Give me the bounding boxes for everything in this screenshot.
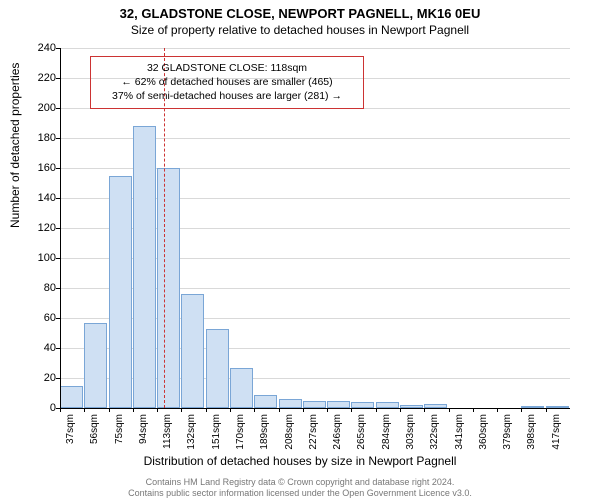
info-line-2: ← 62% of detached houses are smaller (46…	[99, 75, 355, 89]
x-tick-label: 94sqm	[138, 414, 149, 454]
chart-footer: Contains HM Land Registry data © Crown c…	[0, 477, 600, 498]
x-tick-label: 75sqm	[114, 414, 125, 454]
x-axis-line	[60, 408, 570, 409]
y-tick-label: 240	[26, 42, 56, 54]
histogram-bar	[254, 395, 277, 409]
y-tick-label: 80	[26, 282, 56, 294]
x-tick-label: 322sqm	[429, 414, 440, 454]
histogram-bar	[279, 399, 302, 408]
x-tick-label: 303sqm	[405, 414, 416, 454]
histogram-bar	[109, 176, 132, 409]
chart-title: 32, GLADSTONE CLOSE, NEWPORT PAGNELL, MK…	[0, 0, 600, 21]
y-tick-label: 100	[26, 252, 56, 264]
y-tick-label: 160	[26, 162, 56, 174]
histogram-bar	[206, 329, 229, 409]
x-tick-label: 37sqm	[65, 414, 76, 454]
histogram-bar	[327, 401, 350, 409]
x-tick-label: 398sqm	[526, 414, 537, 454]
y-tick-label: 20	[26, 372, 56, 384]
x-tick-label: 360sqm	[478, 414, 489, 454]
footer-line-1: Contains HM Land Registry data © Crown c…	[0, 477, 600, 487]
histogram-bar	[230, 368, 253, 409]
x-tick-label: 56sqm	[89, 414, 100, 454]
y-tick-label: 200	[26, 102, 56, 114]
x-tick-label: 189sqm	[259, 414, 270, 454]
histogram-bar	[303, 401, 326, 409]
y-tick-label: 180	[26, 132, 56, 144]
x-tick-label: 151sqm	[211, 414, 222, 454]
x-axis-label: Distribution of detached houses by size …	[0, 454, 600, 468]
info-line-3: 37% of semi-detached houses are larger (…	[99, 89, 355, 103]
x-tick-label: 227sqm	[308, 414, 319, 454]
x-tick-label: 208sqm	[284, 414, 295, 454]
y-tick-label: 0	[26, 402, 56, 414]
y-axis-label: Number of detached properties	[8, 63, 22, 228]
chart-subtitle: Size of property relative to detached ho…	[0, 21, 600, 37]
footer-line-2: Contains public sector information licen…	[0, 488, 600, 498]
y-tick-label: 120	[26, 222, 56, 234]
x-tick-label: 265sqm	[356, 414, 367, 454]
y-tick-label: 40	[26, 342, 56, 354]
info-line-1: 32 GLADSTONE CLOSE: 118sqm	[99, 61, 355, 75]
y-axis-line	[60, 48, 61, 408]
y-tick-label: 220	[26, 72, 56, 84]
histogram-bar	[181, 294, 204, 408]
histogram-bar	[84, 323, 107, 409]
y-tick-label: 60	[26, 312, 56, 324]
histogram-bar	[157, 168, 180, 408]
y-tick-label: 140	[26, 192, 56, 204]
x-tick-label: 170sqm	[235, 414, 246, 454]
x-tick-label: 113sqm	[162, 414, 173, 454]
gridline	[60, 48, 570, 49]
histogram-bar	[133, 126, 156, 408]
plot-area: 02040608010012014016018020022024037sqm56…	[60, 48, 570, 408]
info-box: 32 GLADSTONE CLOSE: 118sqm← 62% of detac…	[90, 56, 364, 109]
chart-container: 32, GLADSTONE CLOSE, NEWPORT PAGNELL, MK…	[0, 0, 600, 500]
x-tick-label: 246sqm	[332, 414, 343, 454]
x-tick-label: 417sqm	[551, 414, 562, 454]
x-tick-label: 341sqm	[454, 414, 465, 454]
x-tick-label: 379sqm	[502, 414, 513, 454]
x-tick-label: 132sqm	[186, 414, 197, 454]
histogram-bar	[60, 386, 83, 409]
x-tick-label: 284sqm	[381, 414, 392, 454]
